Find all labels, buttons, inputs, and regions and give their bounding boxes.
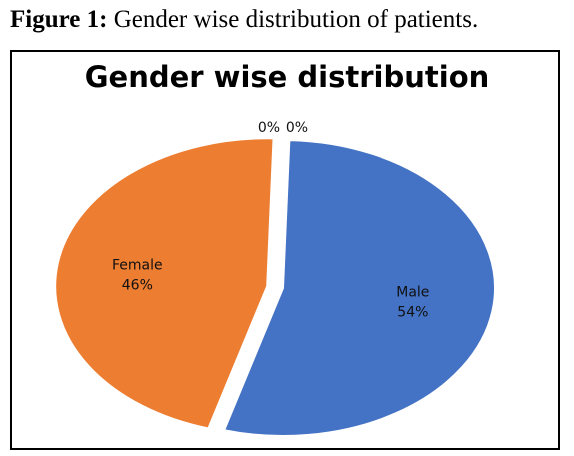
slice-value-male: 54%	[397, 305, 428, 321]
pie-slice-female	[54, 137, 275, 430]
slice-label-female: Female	[112, 258, 163, 274]
figure-caption: Figure 1: Gender wise distribution of pa…	[10, 6, 478, 34]
figure-caption-text: Gender wise distribution of patients.	[113, 6, 479, 33]
pie-slice-male	[222, 139, 496, 438]
slice-value-zero-2: 0%	[258, 120, 280, 136]
slice-value-female: 46%	[122, 278, 153, 294]
figure-label: Figure 1:	[10, 6, 108, 33]
chart-title: Gender wise distribution	[84, 60, 490, 94]
slice-value-zero-3: 0%	[286, 120, 308, 136]
slice-label-male: Male	[396, 285, 429, 301]
